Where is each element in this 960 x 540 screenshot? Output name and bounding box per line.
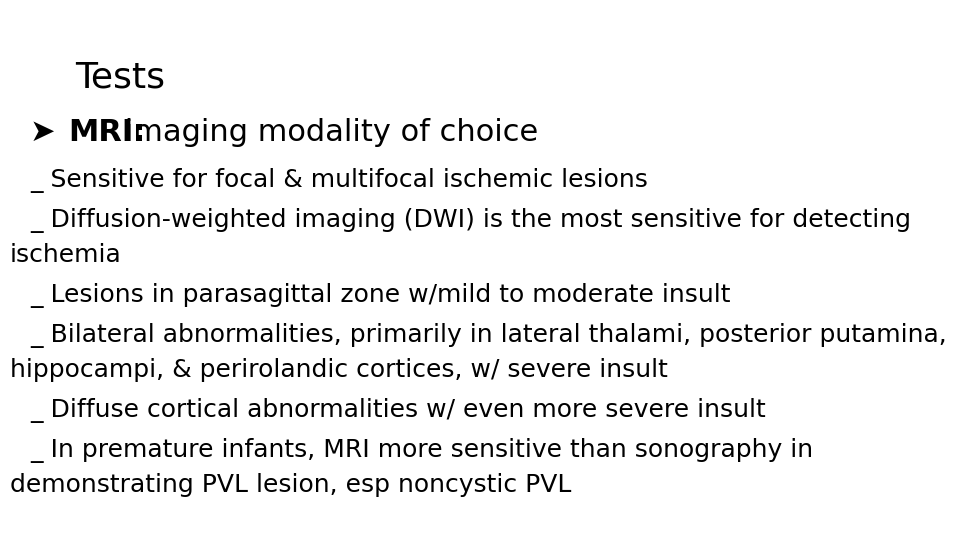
Text: Tests: Tests [75,60,165,94]
Text: _ Diffuse cortical abnormalities w/ even more severe insult: _ Diffuse cortical abnormalities w/ even… [30,398,766,423]
Text: _ Diffusion-weighted imaging (DWI) is the most sensitive for detecting: _ Diffusion-weighted imaging (DWI) is th… [30,208,911,233]
Text: demonstrating PVL lesion, esp noncystic PVL: demonstrating PVL lesion, esp noncystic … [10,473,571,497]
Text: _ Lesions in parasagittal zone w/mild to moderate insult: _ Lesions in parasagittal zone w/mild to… [30,283,731,308]
Text: _ Sensitive for focal & multifocal ischemic lesions: _ Sensitive for focal & multifocal ische… [30,168,648,193]
Text: ➤: ➤ [30,118,56,147]
Text: MRI:: MRI: [68,118,145,147]
Text: _ In premature infants, MRI more sensitive than sonography in: _ In premature infants, MRI more sensiti… [30,438,813,463]
Text: imaging modality of choice: imaging modality of choice [115,118,539,147]
Text: hippocampi, & perirolandic cortices, w/ severe insult: hippocampi, & perirolandic cortices, w/ … [10,358,668,382]
Text: ischemia: ischemia [10,243,122,267]
Text: _ Bilateral abnormalities, primarily in lateral thalami, posterior putamina,: _ Bilateral abnormalities, primarily in … [30,323,947,348]
